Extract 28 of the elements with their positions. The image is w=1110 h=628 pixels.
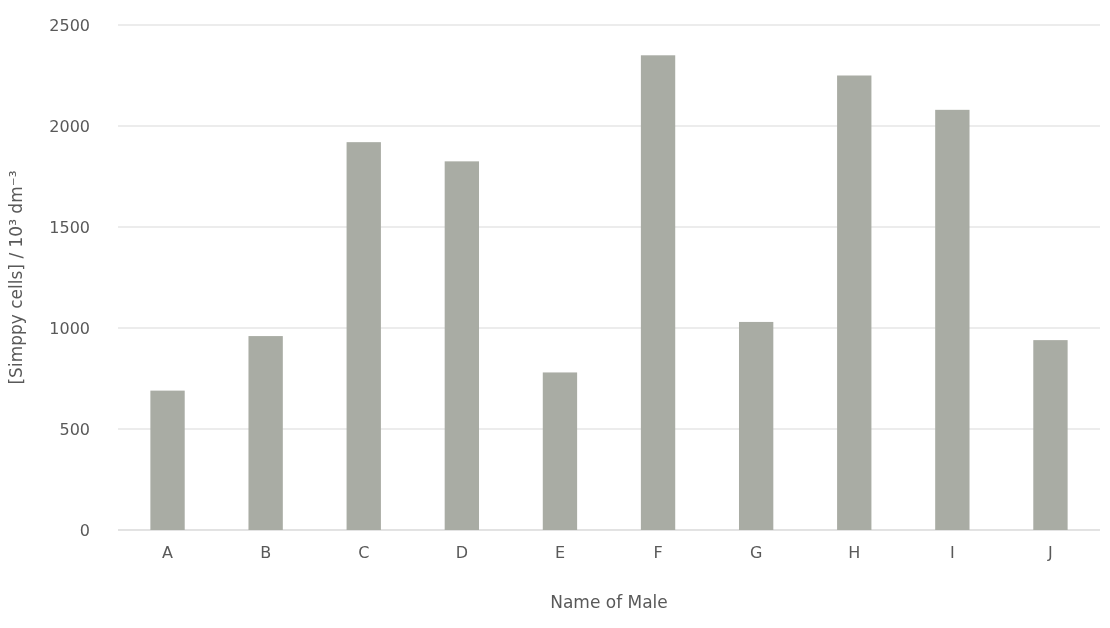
bar — [542, 372, 578, 530]
bar — [837, 75, 872, 530]
y-tick-label: 2500 — [49, 15, 90, 35]
x-tick-label: J — [1047, 543, 1053, 562]
y-tick-label: 1500 — [49, 217, 90, 237]
y-axis-title: [Simppy cells] / 10³ dm⁻³ — [6, 170, 26, 385]
y-tick-label: 0 — [79, 520, 90, 540]
x-tick-label: B — [260, 543, 272, 562]
x-tick-label: F — [653, 543, 663, 562]
bar — [346, 142, 381, 530]
x-tick-label: E — [554, 543, 565, 562]
bar — [150, 390, 185, 530]
x-tick-label: H — [848, 543, 861, 562]
bar — [444, 161, 480, 530]
bar — [738, 321, 774, 530]
x-tick-label: G — [749, 543, 763, 562]
x-tick-label: D — [455, 543, 469, 562]
x-axis-title: Name of Male — [550, 592, 668, 612]
x-tick-label: A — [162, 543, 174, 562]
y-tick-label: 2000 — [49, 116, 90, 136]
bar — [248, 336, 283, 530]
bar — [935, 109, 970, 530]
y-tick-label: 1000 — [49, 318, 90, 338]
bar — [1033, 340, 1068, 530]
bar — [640, 55, 676, 530]
x-tick-label: I — [950, 543, 955, 562]
x-tick-label: C — [358, 543, 370, 562]
y-tick-label: 500 — [59, 419, 90, 439]
